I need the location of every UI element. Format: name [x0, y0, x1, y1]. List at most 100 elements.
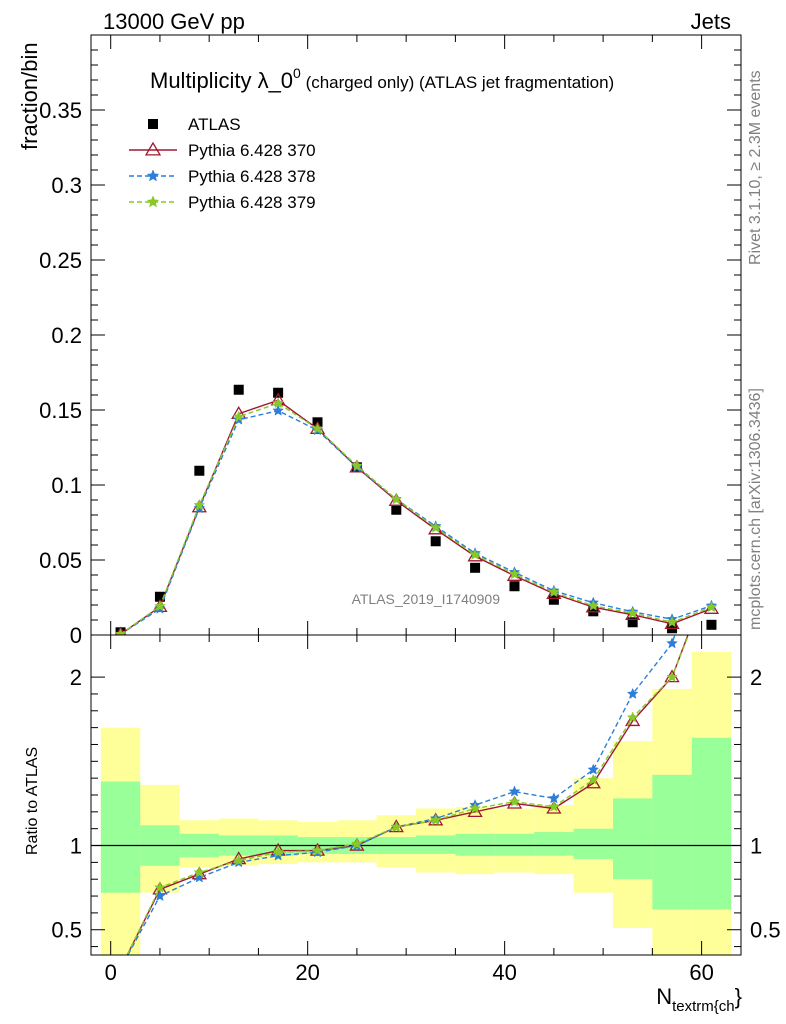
- ratio-point-1-4: [272, 849, 284, 861]
- inner-band-bin: [455, 833, 495, 856]
- uncertainty-bands: [100, 651, 732, 955]
- point-1-7: [388, 492, 404, 506]
- ratio-point-1-2: [193, 871, 206, 883]
- main-title-sup: 0: [293, 65, 301, 81]
- legend: ATLAS Pythia 6.428 370 Pythia 6.428 378 Pyt…: [129, 115, 316, 212]
- ratio-point-2-3: [232, 854, 245, 866]
- legend-label-0: ATLAS: [188, 115, 241, 134]
- series-line-3: [120, 402, 712, 635]
- point-0-9: [470, 562, 481, 573]
- legend-marker-2: [146, 169, 160, 182]
- point-1-10: [506, 567, 523, 581]
- legend-label-3: Pythia 6.428 379: [188, 193, 316, 212]
- ratio-point-0-9: [467, 804, 483, 818]
- ratio-series-2: [126, 635, 690, 955]
- point-3-0: [114, 628, 127, 635]
- y-tick-label: 0.1: [51, 473, 82, 498]
- legend-entry-1: Pythia 6.428 370: [129, 141, 316, 160]
- y-tick-label: 0.3: [51, 173, 82, 198]
- ratio-line-2: [126, 635, 690, 955]
- legend-marker-0: [148, 119, 158, 129]
- ratio-point-2-6: [351, 837, 363, 849]
- inner-band-bin: [612, 798, 653, 880]
- ratio-y-tick-label: 2: [70, 665, 82, 690]
- point-0-15: [706, 619, 717, 630]
- ratio-line-1: [127, 635, 676, 955]
- legend-entry-3: Pythia 6.428 379: [129, 193, 316, 212]
- point-3-3: [232, 410, 245, 422]
- point-3-8: [429, 521, 442, 533]
- x-tick-label: 60: [689, 960, 713, 985]
- ratio-y-tick-label-right: 2: [750, 665, 762, 690]
- point-3-6: [351, 459, 363, 471]
- point-0-8: [430, 536, 441, 547]
- point-0-2: [194, 465, 205, 476]
- inner-band-bin: [416, 835, 456, 854]
- ratio-point-2-2: [193, 866, 206, 878]
- inner-band-bin: [494, 833, 535, 856]
- ratio-y-tick-label-right: 1: [750, 834, 762, 859]
- legend-label-2: Pythia 6.428 378: [188, 167, 316, 186]
- ratio-point-1-13: [626, 687, 639, 699]
- legend-label-1: Pythia 6.428 370: [188, 141, 316, 160]
- point-3-4: [272, 397, 284, 409]
- mcplots-label: mcplots.cern.ch [arXiv:1306.3436]: [747, 388, 764, 630]
- point-3-9: [469, 548, 481, 560]
- ratio-point-2-13: [626, 711, 639, 723]
- xlabel-sub: textrm{ch: [672, 998, 735, 1015]
- ratio-point-1-14: [666, 637, 678, 649]
- inner-band-bin: [652, 774, 692, 910]
- point-0-10: [509, 581, 520, 592]
- legend-entry-0: ATLAS: [148, 115, 241, 134]
- point-3-14: [666, 616, 678, 628]
- main-title: Multiplicity λ_00 (charged only) (ATLAS …: [150, 65, 614, 93]
- xlabel-n: N: [656, 984, 672, 1009]
- ratio-xlabel: Ntextrm{ch}: [656, 984, 742, 1015]
- x-tick-label: 40: [492, 960, 516, 985]
- x-tick-label: 0: [105, 960, 117, 985]
- ratio-point-2-1: [154, 881, 166, 893]
- series-3: [114, 397, 718, 635]
- y-tick-label: 0.2: [51, 323, 82, 348]
- y-tick-label: 0.05: [39, 548, 82, 573]
- point-0-1: [154, 591, 165, 602]
- point-3-2: [193, 499, 206, 511]
- ratio-y-tick-label: 1: [70, 834, 82, 859]
- ratio-point-2-4: [272, 846, 284, 858]
- point-3-10: [508, 568, 521, 580]
- point-0-13: [627, 617, 638, 628]
- point-0-3: [233, 384, 244, 395]
- main-title-suffix: (charged only) (ATLAS jet fragmentation): [301, 73, 614, 92]
- main-plot-area: [114, 384, 720, 635]
- point-3-11: [548, 586, 560, 598]
- inner-band-bin: [691, 737, 732, 910]
- header-right: Jets: [691, 9, 731, 34]
- ratio-point-2-9: [469, 802, 481, 814]
- ratio-point-2-8: [429, 814, 442, 826]
- ratio-axes: 0.5 0.51 12 20 20 40 60: [51, 635, 781, 985]
- analysis-label: ATLAS_2019_I1740909: [352, 591, 501, 607]
- y-tick-label: 0.15: [39, 398, 82, 423]
- legend-marker-1: [144, 141, 162, 156]
- main-ylabel: fraction/bin: [17, 42, 42, 150]
- ratio-point-2-12: [587, 773, 600, 785]
- ratio-point-0-13: [625, 713, 641, 727]
- ratio-point-2-7: [390, 820, 403, 832]
- ratio-panel: 0.5 0.51 12 20 20 40 60 Ratio to ATLAS Ntextrm…: [24, 634, 781, 1015]
- ratio-point-2-10: [508, 795, 521, 807]
- ratio-point-0-11: [546, 800, 562, 814]
- legend-entry-2: Pythia 6.428 378: [129, 167, 316, 186]
- header-left: 13000 GeV pp: [103, 9, 245, 34]
- ratio-point-2-14: [666, 670, 678, 683]
- legend-marker-3: [146, 195, 160, 208]
- ratio-y-tick-label-right: 0.5: [750, 918, 781, 943]
- ratio-point-1-10: [508, 785, 521, 797]
- inner-band-bin: [534, 832, 574, 856]
- point-3-15: [705, 601, 718, 613]
- xlabel-close: }: [735, 984, 742, 1009]
- point-3-1: [154, 600, 166, 612]
- point-3-7: [390, 493, 403, 505]
- y-tick-label: 0.25: [39, 248, 82, 273]
- ratio-point-2-11: [548, 800, 560, 812]
